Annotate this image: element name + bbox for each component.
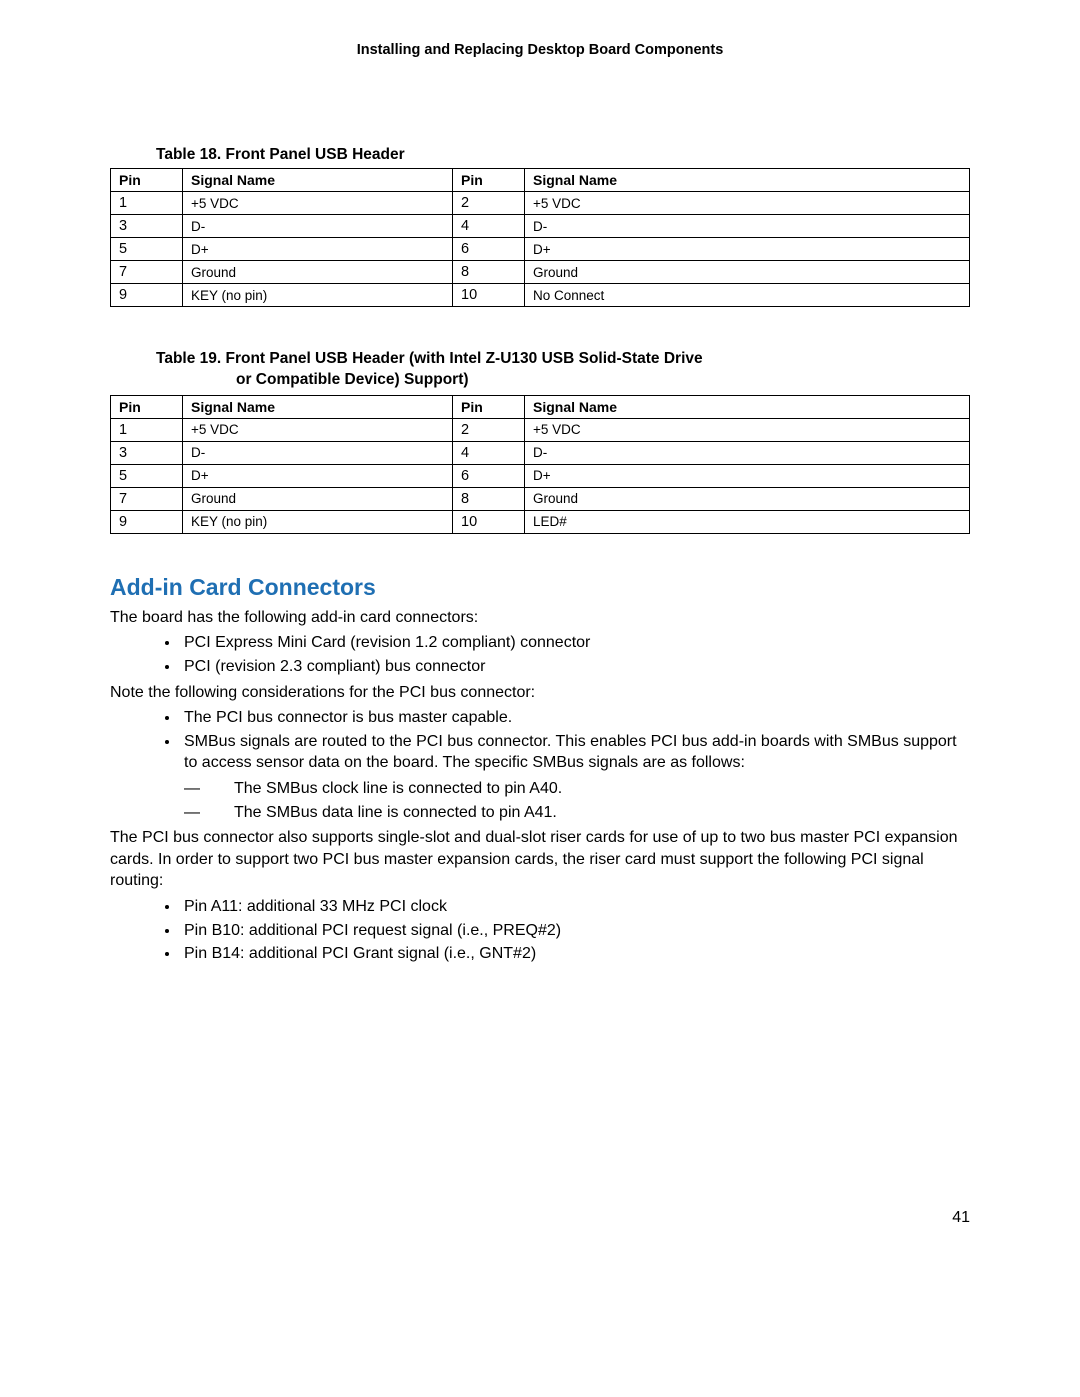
riser-para: The PCI bus connector also supports sing… (110, 827, 970, 892)
caption-line2: or Compatible Device) Support) (236, 371, 469, 388)
body-text: The board has the following add-in card … (110, 607, 970, 965)
cell: KEY (no pin) (183, 510, 453, 533)
col-header: Signal Name (525, 395, 970, 418)
cell: 9 (111, 510, 183, 533)
table-row: 3 D- 4 D- (111, 215, 970, 238)
cell: LED# (525, 510, 970, 533)
table-row: 7 Ground 8 Ground (111, 487, 970, 510)
cell: 8 (453, 487, 525, 510)
list-item: The SMBus clock line is connected to pin… (212, 778, 970, 800)
list-item: The SMBus data line is connected to pin … (212, 802, 970, 824)
cell: D- (183, 441, 453, 464)
cell: 5 (111, 464, 183, 487)
cell: 3 (111, 215, 183, 238)
cell: KEY (no pin) (183, 284, 453, 307)
page: Installing and Replacing Desktop Board C… (0, 0, 1080, 1397)
list-item: PCI Express Mini Card (revision 1.2 comp… (180, 632, 970, 654)
cell: 9 (111, 284, 183, 307)
cell: 6 (453, 464, 525, 487)
cell: Ground (525, 261, 970, 284)
connector-list: PCI Express Mini Card (revision 1.2 comp… (110, 632, 970, 677)
col-header: Pin (111, 395, 183, 418)
cell: D+ (525, 464, 970, 487)
cell: 6 (453, 238, 525, 261)
cell: D+ (183, 464, 453, 487)
table19: Pin Signal Name Pin Signal Name 1 +5 VDC… (110, 395, 970, 534)
cell: Ground (183, 487, 453, 510)
table18-caption: Table 18. Front Panel USB Header (156, 146, 970, 164)
cell: 4 (453, 215, 525, 238)
table-row: 1 +5 VDC 2 +5 VDC (111, 418, 970, 441)
col-header: Signal Name (183, 169, 453, 192)
table-header-row: Pin Signal Name Pin Signal Name (111, 169, 970, 192)
cell: Ground (525, 487, 970, 510)
page-number: 41 (952, 1209, 970, 1227)
cell: Ground (183, 261, 453, 284)
cell: +5 VDC (525, 418, 970, 441)
considerations-list: The PCI bus connector is bus master capa… (110, 707, 970, 774)
caption-line1: Table 19. Front Panel USB Header (with I… (156, 350, 703, 367)
table-row: 9 KEY (no pin) 10 LED# (111, 510, 970, 533)
cell: +5 VDC (183, 192, 453, 215)
cell: 1 (111, 418, 183, 441)
col-header: Signal Name (183, 395, 453, 418)
table-row: 9 KEY (no pin) 10 No Connect (111, 284, 970, 307)
cell: +5 VDC (183, 418, 453, 441)
cell: 2 (453, 192, 525, 215)
list-item: Pin B14: additional PCI Grant signal (i.… (180, 943, 970, 965)
list-item: SMBus signals are routed to the PCI bus … (180, 731, 970, 774)
cell: +5 VDC (525, 192, 970, 215)
list-item: PCI (revision 2.3 compliant) bus connect… (180, 656, 970, 678)
table-row: 3 D- 4 D- (111, 441, 970, 464)
cell: 3 (111, 441, 183, 464)
cell: D+ (183, 238, 453, 261)
note-intro: Note the following considerations for th… (110, 682, 970, 704)
running-header: Installing and Replacing Desktop Board C… (110, 42, 970, 58)
section-title: Add-in Card Connectors (110, 574, 970, 601)
smbus-sublist: The SMBus clock line is connected to pin… (110, 778, 970, 823)
col-header: Pin (111, 169, 183, 192)
cell: 8 (453, 261, 525, 284)
col-header: Pin (453, 169, 525, 192)
intro-para: The board has the following add-in card … (110, 607, 970, 629)
table-header-row: Pin Signal Name Pin Signal Name (111, 395, 970, 418)
cell: 5 (111, 238, 183, 261)
cell: D- (183, 215, 453, 238)
cell: 4 (453, 441, 525, 464)
cell: 2 (453, 418, 525, 441)
col-header: Signal Name (525, 169, 970, 192)
cell: D+ (525, 238, 970, 261)
cell: 10 (453, 284, 525, 307)
cell: 10 (453, 510, 525, 533)
table18: Pin Signal Name Pin Signal Name 1 +5 VDC… (110, 168, 970, 307)
col-header: Pin (453, 395, 525, 418)
list-item: Pin B10: additional PCI request signal (… (180, 920, 970, 942)
list-item: The PCI bus connector is bus master capa… (180, 707, 970, 729)
table-row: 5 D+ 6 D+ (111, 464, 970, 487)
table-row: 1 +5 VDC 2 +5 VDC (111, 192, 970, 215)
table-row: 7 Ground 8 Ground (111, 261, 970, 284)
table-row: 5 D+ 6 D+ (111, 238, 970, 261)
list-item: Pin A11: additional 33 MHz PCI clock (180, 896, 970, 918)
table19-caption: Table 19. Front Panel USB Header (with I… (156, 349, 970, 391)
cell: D- (525, 215, 970, 238)
cell: 7 (111, 261, 183, 284)
cell: D- (525, 441, 970, 464)
cell: 1 (111, 192, 183, 215)
routing-list: Pin A11: additional 33 MHz PCI clock Pin… (110, 896, 970, 965)
cell: 7 (111, 487, 183, 510)
cell: No Connect (525, 284, 970, 307)
